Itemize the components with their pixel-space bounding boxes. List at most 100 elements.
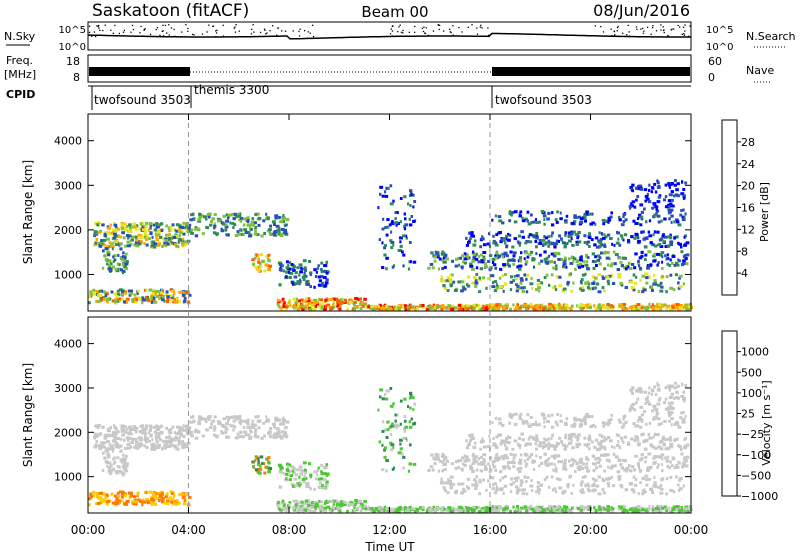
power-cell bbox=[607, 218, 612, 222]
velocity-cell bbox=[277, 463, 282, 467]
velocity-cell bbox=[657, 423, 661, 426]
power-cell bbox=[579, 306, 583, 310]
velocity-cell bbox=[106, 433, 111, 437]
power-cell bbox=[622, 238, 625, 242]
velocity-cell bbox=[558, 436, 561, 440]
power-cell bbox=[306, 279, 310, 283]
power-cell bbox=[381, 241, 384, 245]
power-cell bbox=[137, 289, 140, 293]
nsearch-point bbox=[414, 31, 416, 33]
power-cell bbox=[267, 259, 271, 263]
velocity-cell bbox=[570, 491, 573, 495]
power-cell bbox=[656, 263, 659, 267]
power-cell bbox=[157, 289, 161, 293]
power-cell bbox=[209, 223, 213, 227]
velocity-cell bbox=[172, 496, 175, 500]
velocity-cell bbox=[88, 503, 91, 507]
power-cell bbox=[144, 221, 149, 225]
power-cell bbox=[554, 267, 558, 271]
velocity-cell bbox=[624, 508, 627, 512]
velocity-cell bbox=[630, 465, 635, 469]
power-cell bbox=[637, 261, 640, 265]
power-cell bbox=[147, 228, 150, 232]
velocity-cell bbox=[586, 488, 590, 491]
power-cell bbox=[91, 292, 96, 296]
power-cell bbox=[379, 304, 382, 307]
nsearch-point bbox=[235, 24, 237, 26]
power-cell bbox=[155, 222, 159, 226]
power-cell bbox=[285, 308, 288, 312]
power-cell bbox=[449, 304, 454, 308]
power-cell bbox=[670, 208, 674, 212]
power-cell bbox=[576, 259, 579, 263]
power-cell bbox=[97, 231, 101, 234]
velocity-cell bbox=[314, 503, 319, 506]
power-cell bbox=[557, 240, 560, 243]
velocity-cell bbox=[354, 499, 358, 502]
velocity-cell bbox=[579, 489, 582, 493]
velocity-cell bbox=[109, 464, 113, 468]
velocity-cell bbox=[363, 505, 367, 509]
power-cell bbox=[620, 223, 625, 227]
velocity-cell bbox=[231, 424, 235, 428]
velocity-cell bbox=[463, 454, 467, 458]
velocity-cell bbox=[441, 452, 445, 456]
velocity-cell bbox=[190, 430, 194, 434]
power-cell bbox=[591, 221, 595, 225]
velocity-cell bbox=[349, 501, 354, 505]
nsearch-point bbox=[309, 32, 311, 34]
power-cell bbox=[554, 218, 558, 222]
nsearch-point bbox=[222, 35, 225, 37]
power-cell bbox=[329, 297, 334, 301]
power-cell bbox=[502, 263, 507, 267]
velocity-cell bbox=[197, 420, 200, 424]
velocity-cell bbox=[513, 510, 518, 514]
power-cell bbox=[352, 301, 356, 305]
velocity-cell bbox=[288, 469, 292, 473]
velocity-cell bbox=[558, 506, 562, 510]
velocity-cell bbox=[279, 465, 283, 469]
nsearch-point bbox=[216, 29, 218, 31]
velocity-cell bbox=[111, 449, 114, 453]
power-cell bbox=[513, 237, 518, 241]
velocity-cell bbox=[213, 428, 216, 432]
velocity-cell bbox=[182, 424, 185, 428]
velocity-cell bbox=[670, 417, 674, 421]
power-cell bbox=[609, 237, 613, 240]
power-cell bbox=[478, 276, 481, 280]
velocity-cell bbox=[104, 449, 108, 453]
power-cell bbox=[93, 232, 96, 236]
velocity-cell bbox=[240, 435, 245, 439]
power-cell bbox=[389, 184, 393, 188]
power-cell bbox=[263, 232, 266, 235]
velocity-cell bbox=[220, 430, 223, 434]
power-cell bbox=[678, 274, 683, 278]
velocity-cell bbox=[109, 447, 112, 451]
power-cell bbox=[577, 240, 582, 244]
power-cell bbox=[596, 306, 600, 310]
velocity-cell bbox=[468, 434, 471, 437]
velocity-cell bbox=[612, 507, 615, 511]
power-cell bbox=[335, 297, 339, 301]
power-cell bbox=[561, 306, 565, 310]
velocity-cell bbox=[107, 469, 112, 473]
power-cell bbox=[559, 211, 562, 215]
power-cell bbox=[491, 261, 495, 264]
power-cell bbox=[102, 238, 107, 242]
power-cell bbox=[663, 303, 667, 307]
power-cell bbox=[165, 290, 169, 294]
velocity-cell bbox=[257, 426, 261, 430]
power-cell bbox=[501, 274, 505, 278]
power-cell bbox=[644, 305, 649, 309]
velocity-cell bbox=[588, 434, 591, 438]
power-cell bbox=[399, 236, 403, 240]
power-cell bbox=[515, 305, 518, 309]
nsearch-label: N.Search bbox=[746, 30, 796, 43]
power-cell bbox=[396, 211, 399, 215]
power-cell bbox=[338, 307, 342, 311]
power-cell bbox=[609, 304, 613, 308]
power-cell bbox=[440, 275, 443, 279]
nsearch-point bbox=[616, 30, 618, 32]
power-cell bbox=[662, 233, 665, 237]
